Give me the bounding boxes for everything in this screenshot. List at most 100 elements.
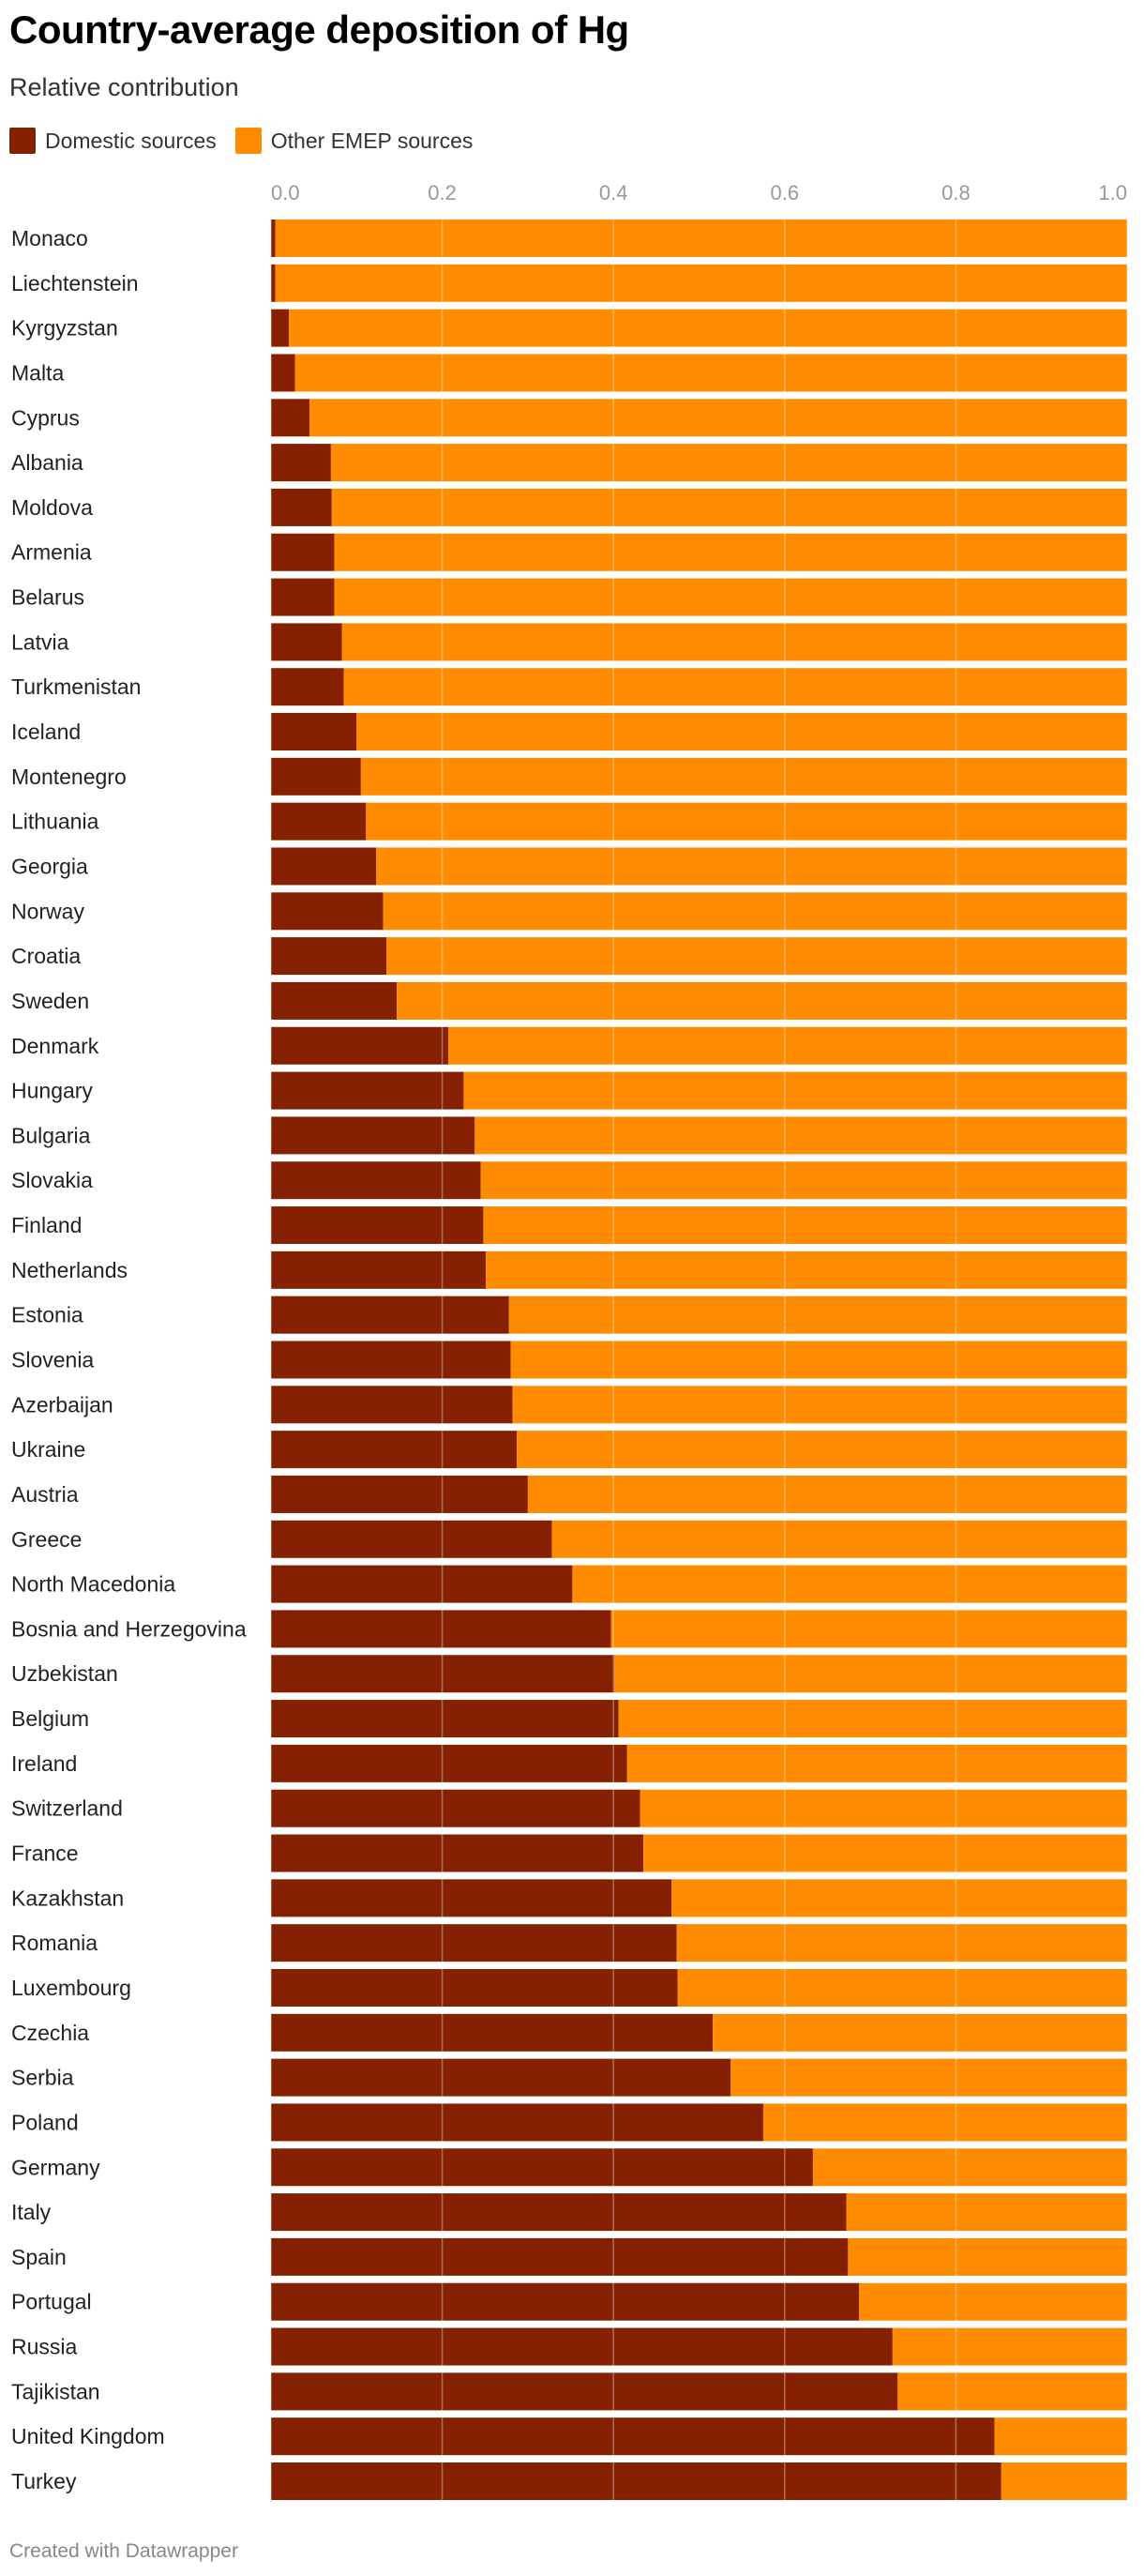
bar-domestic xyxy=(271,623,342,661)
bar-domestic xyxy=(271,1744,627,1782)
bar-domestic xyxy=(271,399,310,437)
bar-other xyxy=(812,2148,1127,2187)
bar-other xyxy=(275,220,1127,257)
bar-other xyxy=(331,488,1127,526)
bar-domestic xyxy=(271,1475,528,1513)
row-label: Uzbekistan xyxy=(11,1661,118,1686)
bar-domestic xyxy=(271,1116,475,1155)
bar-domestic xyxy=(271,488,332,526)
row-label: Czechia xyxy=(11,2021,89,2045)
row-label: Armenia xyxy=(11,540,92,565)
x-tick-label: 0.4 xyxy=(599,181,628,205)
row-label: Romania xyxy=(11,1931,98,1955)
bar-other xyxy=(289,309,1128,347)
bar-other xyxy=(640,1789,1127,1827)
x-tick-label: 1.0 xyxy=(1098,181,1127,205)
bar-domestic xyxy=(271,2103,763,2142)
bar-domestic xyxy=(271,1161,481,1200)
bar-other xyxy=(510,1341,1127,1379)
bar-other xyxy=(610,1610,1127,1648)
row-label: Germany xyxy=(11,2155,100,2179)
row-label: Azerbaijan xyxy=(11,1392,113,1417)
bar-other xyxy=(275,264,1127,302)
legend-swatch-domestic xyxy=(9,128,36,154)
bar-domestic xyxy=(271,2193,847,2232)
bar-domestic xyxy=(271,2372,898,2411)
row-label: Portugal xyxy=(11,2290,92,2314)
bar-other xyxy=(360,757,1127,796)
bar-other xyxy=(334,533,1127,571)
x-tick-label: 0.2 xyxy=(428,181,457,205)
bar-domestic xyxy=(271,1296,509,1334)
bar-domestic xyxy=(271,802,367,841)
row-label: Georgia xyxy=(11,854,88,878)
row-label: Kyrgyzstan xyxy=(11,316,118,341)
bar-other xyxy=(486,1250,1127,1289)
bar-other xyxy=(618,1700,1127,1738)
row-label: Slovakia xyxy=(11,1168,93,1192)
row-label: Belarus xyxy=(11,585,84,610)
bar-domestic xyxy=(271,533,335,571)
row-label: Iceland xyxy=(11,720,81,744)
bar-domestic xyxy=(271,1071,464,1110)
bar-domestic xyxy=(271,981,398,1020)
bar-domestic xyxy=(271,757,361,796)
bar-domestic xyxy=(271,309,290,347)
row-label: Denmark xyxy=(11,1034,99,1058)
bar-other xyxy=(294,354,1128,392)
row-label: Montenegro xyxy=(11,765,127,789)
bar-domestic xyxy=(271,2148,813,2187)
row-label: Albania xyxy=(11,450,83,475)
row-label: Malta xyxy=(11,360,64,385)
bar-other xyxy=(626,1744,1127,1782)
row-label: Bulgaria xyxy=(11,1123,91,1147)
bar-domestic xyxy=(271,1026,448,1065)
row-label: Croatia xyxy=(11,944,81,968)
row-label: Moldova xyxy=(11,495,93,520)
bar-domestic xyxy=(271,1520,552,1558)
bar-domestic xyxy=(271,1924,677,1962)
row-label: Spain xyxy=(11,2245,67,2269)
bar-other xyxy=(994,2417,1127,2456)
row-label: Ukraine xyxy=(11,1437,85,1462)
bar-other xyxy=(762,2103,1127,2142)
bar-domestic xyxy=(271,1968,678,2007)
bar-domestic xyxy=(271,2237,849,2276)
bar-other xyxy=(897,2372,1127,2411)
bar-domestic xyxy=(271,937,387,976)
row-label: Bosnia and Herzegovina xyxy=(11,1616,247,1641)
bar-other xyxy=(356,713,1127,751)
row-label: Turkey xyxy=(11,2469,77,2493)
bar-domestic xyxy=(271,1250,487,1289)
bar-other xyxy=(386,937,1127,976)
bar-domestic xyxy=(271,1565,573,1603)
legend-label-domestic: Domestic sources xyxy=(45,128,217,153)
bar-other xyxy=(447,1026,1128,1065)
row-label: Estonia xyxy=(11,1303,83,1327)
bar-other xyxy=(527,1475,1127,1513)
bar-domestic xyxy=(271,1431,518,1469)
bar-domestic xyxy=(271,220,276,257)
row-label: Kazakhstan xyxy=(11,1886,124,1910)
bar-domestic xyxy=(271,444,331,482)
legend: Domestic sources Other EMEP sources xyxy=(9,128,491,154)
bar-other xyxy=(508,1296,1127,1334)
row-label: Poland xyxy=(11,2110,79,2134)
row-label: Monaco xyxy=(11,226,88,250)
x-tick-labels-group: 0.0 0.2 0.4 0.6 0.8 1.0 xyxy=(271,181,1127,205)
bar-other xyxy=(848,2237,1127,2276)
bar-domestic xyxy=(271,1879,672,1917)
bar-other xyxy=(463,1071,1127,1110)
x-tick-label: 0.8 xyxy=(941,181,971,205)
bar-domestic xyxy=(271,2013,714,2052)
row-label: Norway xyxy=(11,899,84,923)
row-label: Turkmenistan xyxy=(11,674,141,699)
legend-swatch-other xyxy=(234,128,262,154)
bar-domestic xyxy=(271,2417,995,2456)
row-label: Belgium xyxy=(11,1706,89,1731)
bar-other xyxy=(483,1206,1127,1245)
row-label: Luxembourg xyxy=(11,1976,131,2000)
bar-other xyxy=(343,668,1128,706)
bar-domestic xyxy=(271,2058,731,2097)
